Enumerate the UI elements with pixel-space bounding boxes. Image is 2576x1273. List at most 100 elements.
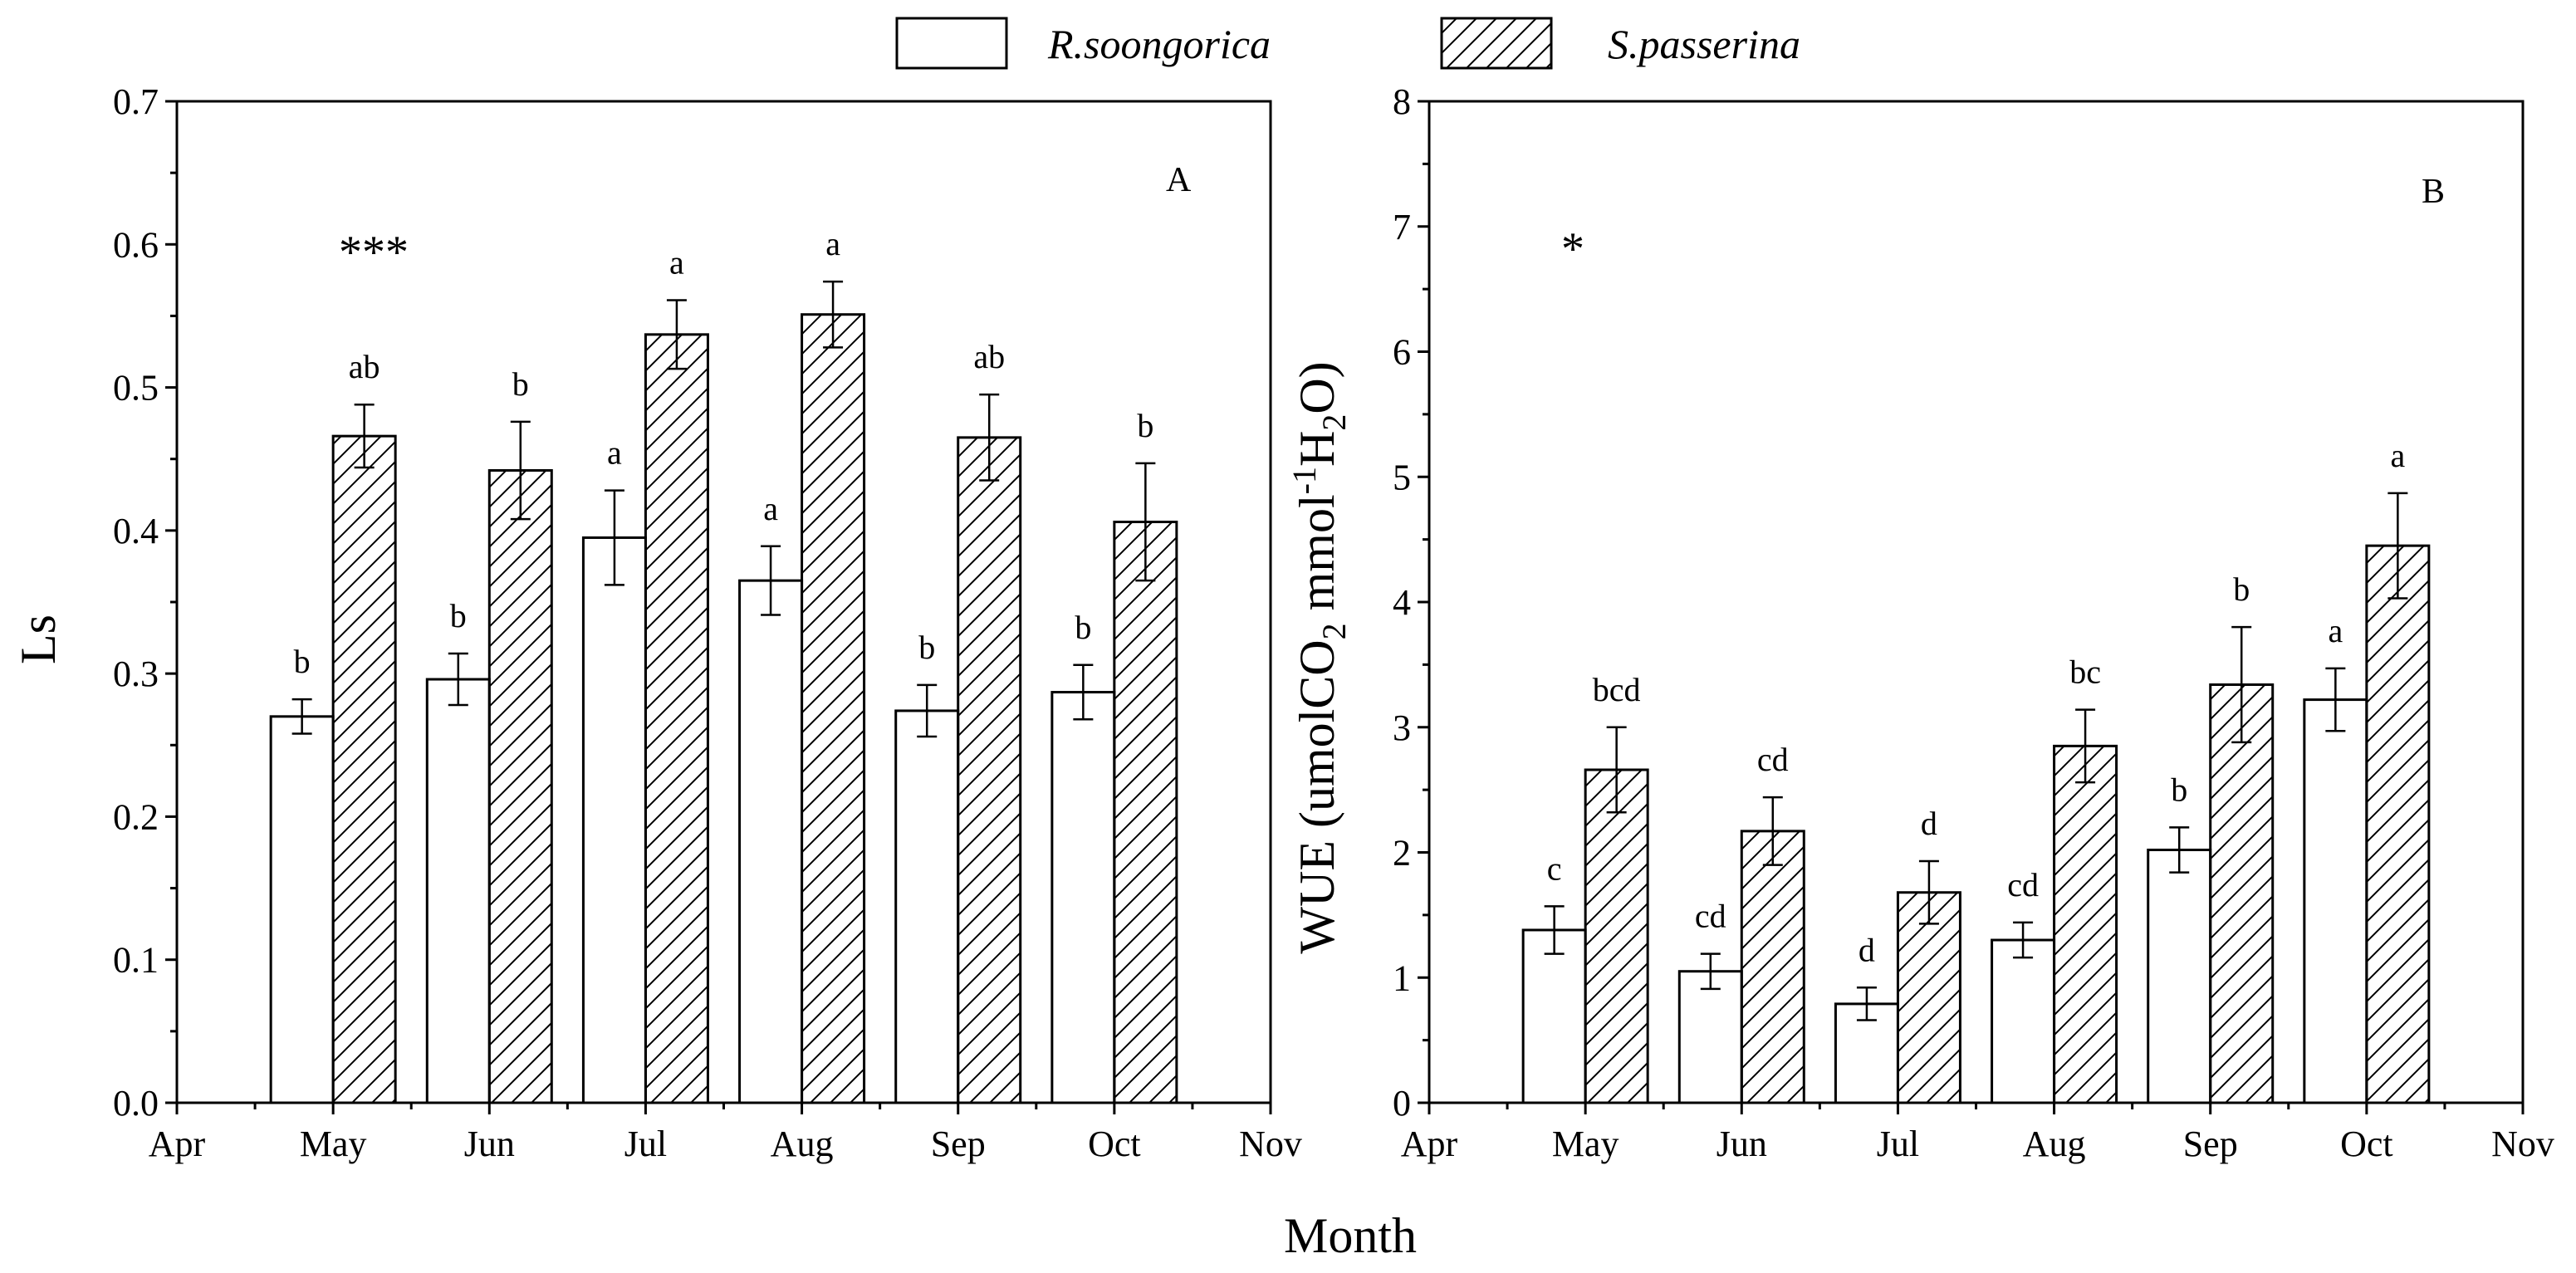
panel-b-significance-letter: d bbox=[1921, 805, 1937, 842]
panel-a-significance-letter: a bbox=[669, 243, 684, 281]
panel-a-bar-r-soongorica bbox=[1050, 691, 1116, 1104]
panel-b-bar-r-soongorica bbox=[1991, 938, 2056, 1104]
panel-a-label: A bbox=[1166, 161, 1192, 199]
panel-b-bar-r-soongorica bbox=[1677, 970, 1743, 1104]
panel-b-bar-r-soongorica bbox=[1834, 1002, 1899, 1104]
panel-a-x-tick-label: Jun bbox=[464, 1124, 515, 1164]
panel-a-significance-letter: b bbox=[1137, 407, 1153, 444]
panel-a-x-axis: Apr May Jun Jul Aug Sep Oct Nov bbox=[149, 1103, 1302, 1164]
panel-b-bar-s-passerina bbox=[2365, 544, 2431, 1104]
legend-swatch-open bbox=[895, 17, 1008, 70]
panel-b-significance-letter: cd bbox=[1695, 898, 1726, 935]
panel-b-significance-letter: a bbox=[2328, 612, 2343, 649]
panel-a-significance-letter: b bbox=[294, 643, 311, 680]
panel-b-x-tick-label: Sep bbox=[2183, 1124, 2238, 1164]
panel-b-x-tick-label: May bbox=[1552, 1124, 1619, 1164]
shared-x-axis-title: Month bbox=[1284, 1208, 1417, 1263]
panel-b-x-tick-label: Oct bbox=[2340, 1124, 2393, 1164]
legend: R.soongorica S.passerina bbox=[895, 17, 1800, 70]
panel-a-bar-r-soongorica bbox=[425, 678, 491, 1104]
panel-b-x-axis: Apr May Jun Jul Aug Sep Oct Nov bbox=[1401, 1103, 2554, 1164]
panel-b-y-tick-label: 0 bbox=[1393, 1083, 1411, 1124]
panel-b-significance-letter: cd bbox=[2007, 866, 2039, 903]
panel-b-bar-s-passerina bbox=[2209, 683, 2275, 1104]
panel-b-x-tick-label: Apr bbox=[1401, 1124, 1458, 1164]
panel-a-significance-letter: b bbox=[1075, 609, 1091, 646]
panel-a-significance-letter: ab bbox=[973, 338, 1005, 375]
panel-a-bar-s-passerina bbox=[487, 468, 553, 1104]
panel-b-x-tick-label: Jun bbox=[1717, 1124, 1767, 1164]
panel-a-bar-s-passerina bbox=[1113, 521, 1178, 1104]
panel-a-bar-s-passerina bbox=[801, 313, 866, 1104]
panel-b-bar-s-passerina bbox=[1584, 768, 1649, 1104]
panel-a-bar-r-soongorica bbox=[581, 536, 647, 1104]
panel-a-bar-r-soongorica bbox=[738, 579, 804, 1104]
panel-a-significance-letter: a bbox=[763, 490, 778, 527]
panel-b-y-tick-label: 1 bbox=[1393, 957, 1411, 998]
panel-b-bar-r-soongorica bbox=[2147, 848, 2212, 1104]
panel-a-y-tick-label: 0.3 bbox=[113, 654, 159, 694]
panel-a-significance-letter: b bbox=[512, 365, 529, 403]
panel-b-y-axis-title: WUE (umolCO2 mmol-1H2O) bbox=[1286, 361, 1353, 953]
panel-b-x-tick-label: Nov bbox=[2491, 1124, 2554, 1164]
panel-a-significance-letter: a bbox=[607, 434, 622, 472]
panel-a-x-tick-label: Aug bbox=[771, 1124, 834, 1164]
panel-b-y-axis: 0 1 2 3 4 5 6 7 8 bbox=[1393, 81, 1429, 1124]
panel-a-bar-s-passerina bbox=[957, 436, 1022, 1104]
panel-a-significance-letter: b bbox=[450, 597, 467, 634]
panel-b-y-tick-label: 2 bbox=[1393, 833, 1411, 874]
panel-b-y-tick-label: 3 bbox=[1393, 707, 1411, 748]
panel-a-y-axis: 0.0 0.1 0.2 0.3 0.4 0.5 0.6 0.7 bbox=[113, 81, 177, 1124]
panel-b-significance-letter: cd bbox=[1757, 741, 1789, 778]
panel-a-ls-chart: 0.0 0.1 0.2 0.3 0.4 0.5 0.6 0.7 Apr May Jun Jul Aug… bbox=[11, 81, 1302, 1164]
panel-a-y-tick-label: 0.4 bbox=[113, 511, 159, 551]
panel-b-significance-letter: bcd bbox=[1593, 671, 1641, 708]
panel-a-x-tick-label: Jul bbox=[624, 1124, 667, 1164]
panel-b-x-tick-label: Jul bbox=[1877, 1124, 1919, 1164]
panel-b-significance-letter: b bbox=[2171, 771, 2187, 808]
panel-b-y-tick-label: 6 bbox=[1393, 332, 1411, 373]
panel-a-y-tick-label: 0.1 bbox=[113, 940, 159, 981]
panel-a-y-tick-label: 0.6 bbox=[113, 224, 159, 265]
panel-a-y-tick-label: 0.2 bbox=[113, 796, 159, 837]
panel-a-significance-letter: ab bbox=[349, 348, 380, 385]
panel-b-significance-letter: c bbox=[1547, 849, 1562, 887]
panel-a-bar-s-passerina bbox=[644, 333, 709, 1104]
panel-a-significance-letter: a bbox=[825, 225, 840, 262]
panel-a-x-tick-label: May bbox=[300, 1124, 367, 1164]
panel-b-significance-letter: b bbox=[2233, 570, 2250, 608]
panel-b-x-tick-label: Aug bbox=[2023, 1124, 2086, 1164]
panel-a-x-tick-label: Sep bbox=[931, 1124, 986, 1164]
panel-b-bars: c cd d cd b a bcd cd d bc b a bbox=[1521, 437, 2431, 1104]
panel-b-significance-letter: bc bbox=[2069, 654, 2101, 691]
panel-b-bar-s-passerina bbox=[2053, 744, 2118, 1104]
panel-a-y-tick-label: 0.5 bbox=[113, 368, 159, 409]
legend-label-s-passerina: S.passerina bbox=[1608, 21, 1800, 67]
panel-b-label: B bbox=[2422, 173, 2445, 211]
panel-a-significance-letter: b bbox=[918, 629, 935, 666]
panel-b-y-tick-label: 7 bbox=[1393, 207, 1411, 247]
panel-b-significance: * bbox=[1561, 223, 1584, 275]
panel-b-bar-s-passerina bbox=[1740, 830, 1805, 1104]
panel-a-y-axis-title: Ls bbox=[11, 614, 66, 664]
panel-b-significance-letter: a bbox=[2390, 437, 2405, 474]
panel-a-y-tick-label: 0.0 bbox=[113, 1083, 159, 1124]
panel-a-bar-r-soongorica bbox=[269, 715, 335, 1104]
legend-swatch-hatched bbox=[1440, 17, 1553, 70]
panel-a-bar-s-passerina bbox=[331, 434, 397, 1104]
panel-b-y-tick-label: 4 bbox=[1393, 582, 1411, 623]
panel-a-y-tick-label: 0.7 bbox=[113, 81, 159, 122]
panel-b-significance-letter: d bbox=[1859, 931, 1875, 968]
panel-a-x-tick-label: Oct bbox=[1088, 1124, 1141, 1164]
panel-a-bar-r-soongorica bbox=[894, 709, 960, 1104]
panel-b-bar-r-soongorica bbox=[2303, 698, 2368, 1104]
panel-a-x-tick-label: Apr bbox=[149, 1124, 206, 1164]
panel-a-significance: *** bbox=[339, 227, 409, 278]
panel-b-y-tick-label: 5 bbox=[1393, 457, 1411, 497]
panel-b-y-tick-label: 8 bbox=[1393, 81, 1411, 122]
panel-b-bar-s-passerina bbox=[1896, 891, 1961, 1104]
panel-a-x-tick-label: Nov bbox=[1239, 1124, 1302, 1164]
